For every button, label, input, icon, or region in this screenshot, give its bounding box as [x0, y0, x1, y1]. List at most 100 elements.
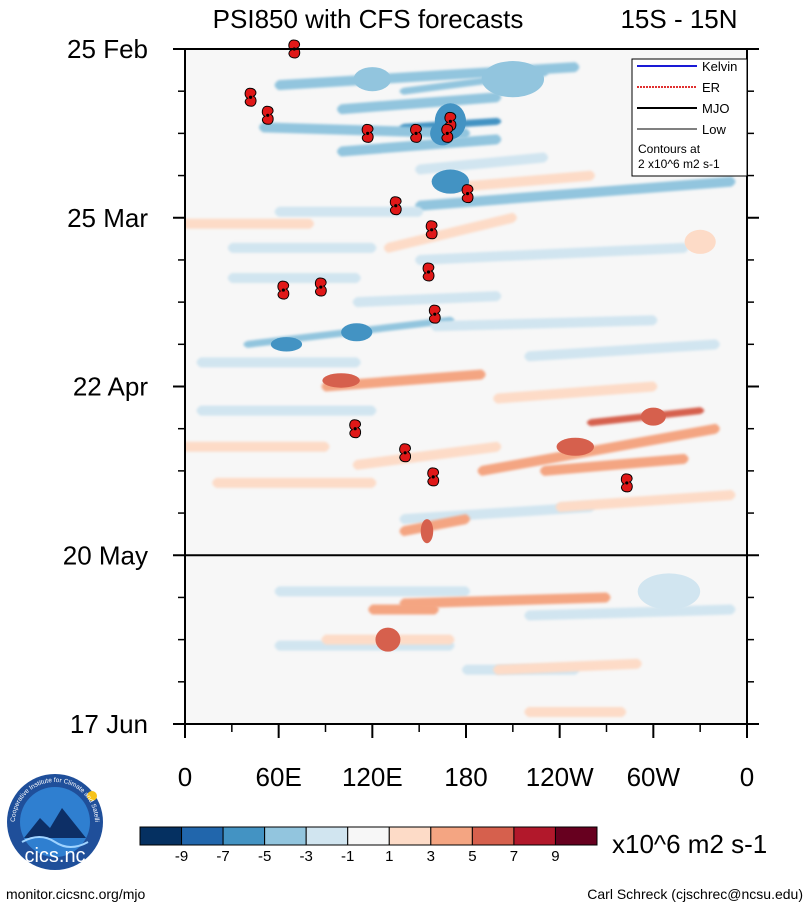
- anomaly-blob: [640, 407, 666, 426]
- colorbar-units: x10^6 m2 s-1: [612, 829, 767, 859]
- anomaly-band: [524, 339, 720, 362]
- anomaly-blob: [431, 169, 470, 194]
- anomaly-band: [493, 658, 642, 675]
- cyclone-icon: [428, 304, 441, 324]
- anomaly-band: [430, 315, 658, 332]
- x-tick-label: 120E: [342, 762, 403, 792]
- x-tick-label: 180: [444, 762, 487, 792]
- colorbar-label: 1: [385, 848, 393, 865]
- logo-sun-icon: [87, 791, 97, 801]
- logo-mountain-icon: [24, 808, 86, 838]
- cicsnc-logo: cics.nc Cooperative Institute for Climat…: [0, 0, 103, 870]
- footer-left: monitor.cicsnc.org/mjo: [6, 886, 145, 902]
- anomaly-blob: [270, 337, 303, 352]
- anomaly-shading: [185, 61, 736, 717]
- chart-title: PSI850 with CFS forecasts: [213, 4, 524, 34]
- cyclone-icon: [349, 419, 362, 439]
- anomaly-band: [352, 291, 502, 308]
- colorbar-swatch: [430, 826, 473, 846]
- anomaly-band: [383, 212, 517, 253]
- plot-frame: [184, 48, 748, 725]
- anomaly-band: [524, 604, 736, 621]
- legend-box: [631, 58, 748, 177]
- cyclone-icon: [361, 123, 374, 143]
- colorbar-swatch: [139, 826, 183, 846]
- colorbar-swatch: [471, 826, 515, 846]
- y-tick-label: 17 Jun: [70, 709, 148, 739]
- colorbar-label: 3: [427, 848, 435, 865]
- anomaly-blob: [481, 61, 545, 98]
- axes: 25 Feb 25 Mar 22 Apr 20 May 17 Jun 0 60E 120E 18…: [63, 34, 759, 792]
- colorbar-label: 5: [468, 848, 476, 865]
- colorbar-swatch: [181, 826, 224, 846]
- anomaly-band: [352, 441, 502, 470]
- anomaly-band: [477, 423, 720, 476]
- anomaly-band: [274, 206, 424, 217]
- anomaly-band: [185, 218, 314, 229]
- chart-region: 15S - 15N: [620, 4, 737, 34]
- legend-label-low: Low: [702, 122, 726, 137]
- x-tick-label: 60E: [256, 762, 302, 792]
- cyclone-icon: [389, 196, 402, 216]
- anomaly-band: [399, 592, 611, 609]
- anomaly-band: [493, 381, 658, 404]
- legend-note-line1: Contours at: [638, 142, 701, 156]
- colorbar-label: -5: [258, 848, 271, 865]
- colorbar-label: -1: [341, 848, 354, 865]
- anomaly-blob: [684, 229, 716, 254]
- x-tick-label: 60W: [627, 762, 681, 792]
- colorbar-label: 7: [510, 848, 518, 865]
- anomaly-band: [524, 706, 627, 717]
- cyclone-icon: [425, 220, 438, 240]
- legend-label-kelvin: Kelvin: [702, 59, 737, 74]
- anomaly-band: [337, 134, 502, 157]
- anomaly-band: [321, 369, 486, 392]
- x-tick-label: 0: [178, 762, 192, 792]
- anomaly-blob: [637, 573, 701, 610]
- anomaly-band: [399, 514, 470, 537]
- cyclone-icon: [399, 443, 412, 463]
- colorbar-swatch: [222, 826, 266, 846]
- footer-right: Carl Schreck (cjschrec@ncsu.edu): [587, 886, 803, 902]
- colorbar-label: -3: [300, 848, 313, 865]
- anomaly-band: [185, 441, 330, 452]
- anomaly-band: [196, 405, 377, 416]
- anomaly-band: [337, 92, 502, 115]
- anomaly-blob: [375, 627, 401, 652]
- legend-label-mjo: MJO: [702, 101, 729, 116]
- colorbar-swatch: [554, 826, 598, 846]
- anomaly-blob: [341, 323, 373, 342]
- cyclone-icon: [620, 473, 633, 493]
- tropical-cyclone-markers: [244, 39, 633, 493]
- anomaly-band: [212, 477, 377, 488]
- anomaly-blob: [322, 373, 360, 388]
- colorbar-swatch: [513, 826, 556, 846]
- colorbar-label: -9: [175, 848, 188, 865]
- anomaly-band: [274, 586, 470, 597]
- x-tick-label: 120W: [526, 762, 594, 792]
- anomaly-blob: [353, 67, 392, 92]
- cyclone-icon: [410, 123, 422, 143]
- legend-label-er: ER: [702, 80, 720, 95]
- y-tick-label: 25 Mar: [67, 203, 148, 233]
- cyclone-icon: [244, 87, 257, 107]
- anomaly-band: [415, 176, 736, 211]
- anomaly-band: [227, 273, 361, 284]
- cyclone-icon: [422, 262, 435, 282]
- anomaly-band: [415, 242, 689, 265]
- cyclone-icon: [427, 467, 440, 487]
- legend: Kelvin ER MJO Low Contours at 2 x10^6 m2 s-…: [631, 58, 748, 177]
- colorbar-label: -7: [216, 848, 229, 865]
- anomaly-band: [540, 453, 689, 476]
- cyclone-icon: [277, 280, 290, 300]
- anomaly-blob: [420, 519, 434, 544]
- anomaly-band: [415, 152, 549, 175]
- colorbar-swatch: [388, 826, 432, 846]
- logo-wave-icon: [21, 836, 89, 848]
- colorbar-swatch: [264, 826, 307, 846]
- y-tick-label: 20 May: [63, 540, 148, 570]
- colorbar-swatch: [347, 826, 390, 846]
- anomaly-band: [196, 357, 361, 368]
- cyclone-icon: [314, 277, 327, 297]
